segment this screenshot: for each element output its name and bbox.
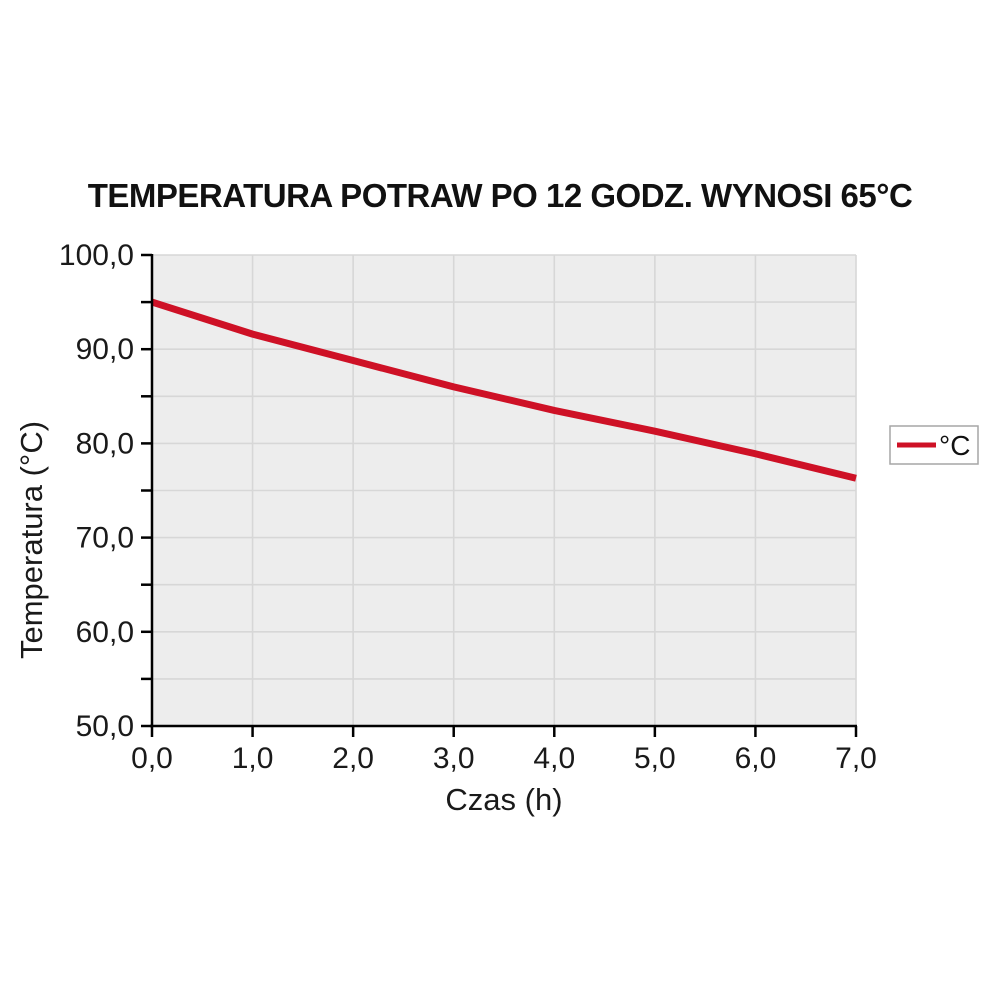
- legend: °C: [889, 425, 979, 465]
- x-tick-label: 0,0: [131, 742, 173, 775]
- y-tick-label: 80,0: [76, 427, 134, 460]
- x-tick-label: 4,0: [533, 742, 575, 775]
- y-tick-label: 50,0: [76, 710, 134, 743]
- x-tick-label: 7,0: [835, 742, 877, 775]
- axes: [141, 253, 858, 737]
- series-line-temperature: [150, 298, 857, 482]
- y-axis-title: Temperatura (°C): [14, 421, 49, 659]
- tick-labels: 100,0 90,0 80,0 70,0 60,0 50,00,0 1,0 2,0 3,0 4,0…: [59, 239, 877, 775]
- legend-series-label: °C: [939, 430, 970, 461]
- x-tick-label: 3,0: [433, 742, 475, 775]
- plot-area: [150, 254, 857, 726]
- y-tick-label: 100,0: [59, 239, 134, 272]
- x-tick-label: 5,0: [634, 742, 676, 775]
- x-tick-label: 6,0: [735, 742, 777, 775]
- chart-title: TEMPERATURA POTRAW PO 12 GODZ. WYNOSI 65…: [88, 177, 913, 214]
- x-tick-label: 2,0: [332, 742, 374, 775]
- y-tick-label: 70,0: [76, 522, 134, 555]
- x-axis-title: Czas (h): [445, 782, 562, 817]
- y-tick-label: 90,0: [76, 333, 134, 366]
- y-tick-label: 60,0: [76, 616, 134, 649]
- x-tick-label: 1,0: [232, 742, 274, 775]
